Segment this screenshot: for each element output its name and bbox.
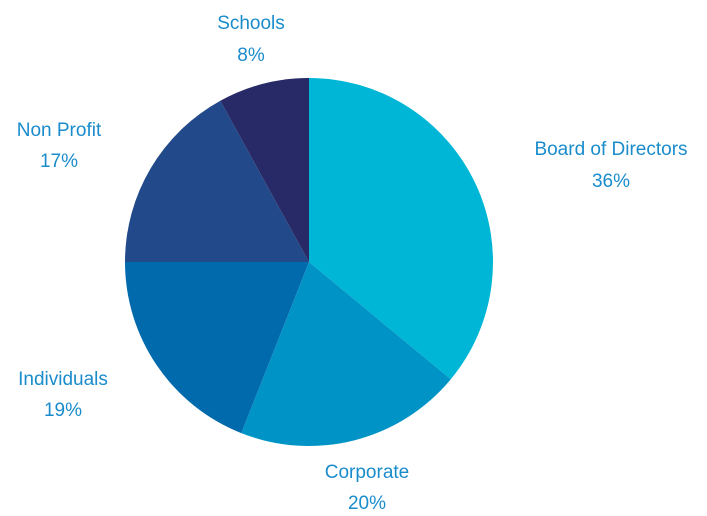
slice-value-individuals: 19% xyxy=(44,400,82,421)
pie-slice-corporate xyxy=(241,262,451,446)
slice-label-corporate: Corporate xyxy=(325,462,410,483)
pie-slice-individuals xyxy=(125,262,309,434)
pie-labels: Board of Directors 36% Corporate 20% Individ… xyxy=(17,13,688,514)
pie-slice-schools xyxy=(220,78,309,262)
pie-slice-non-profit xyxy=(125,100,309,262)
slice-value-non-profit: 17% xyxy=(40,151,78,172)
slice-label-individuals: Individuals xyxy=(18,369,108,390)
slice-value-schools: 8% xyxy=(237,45,265,66)
pie-slices xyxy=(125,78,493,446)
slice-value-board-of-directors: 36% xyxy=(592,171,630,192)
slice-label-non-profit: Non Profit xyxy=(17,120,102,141)
slice-value-corporate: 20% xyxy=(348,493,386,514)
slice-label-schools: Schools xyxy=(217,13,285,34)
pie-slice-board-of-directors xyxy=(309,78,493,380)
slice-label-board-of-directors: Board of Directors xyxy=(534,139,687,160)
